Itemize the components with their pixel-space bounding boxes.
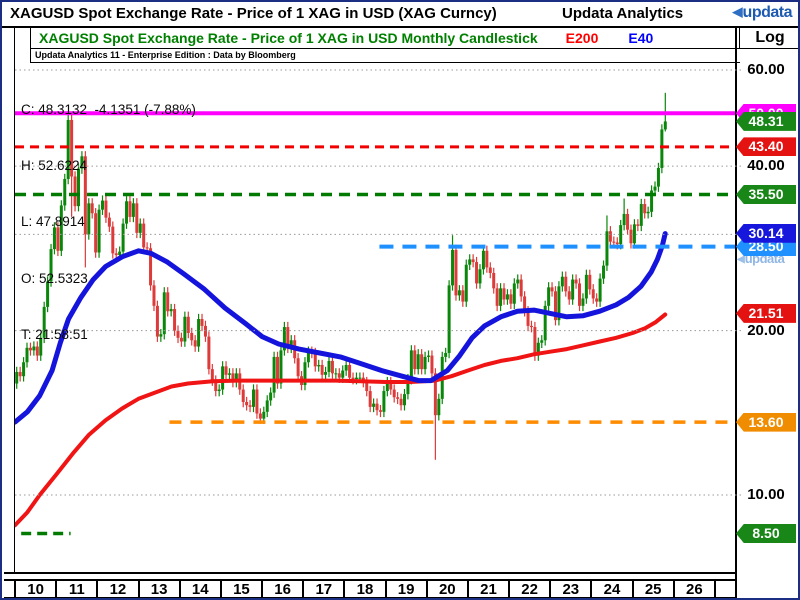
price-axis-tick: 40.00 <box>747 157 785 175</box>
price-axis-tick: 20.00 <box>747 321 785 339</box>
price-badge: 43.40 <box>736 137 796 157</box>
price-column-separator <box>735 28 737 598</box>
x-axis-year-cell: 10 <box>16 581 58 598</box>
window-title-bar: XAGUSD Spot Exchange Rate - Price of 1 X… <box>2 2 798 28</box>
price-badge: 13.60 <box>736 412 796 432</box>
x-axis-year-cell: 19 <box>387 581 428 598</box>
x-axis-year-cell: 25 <box>634 581 675 598</box>
quote-close-line: C: 48.3132 -4.1351 (-7.88%) <box>21 101 196 117</box>
provider-subtitle: Updata Analytics 11 - Enterprise Edition… <box>30 49 740 63</box>
x-axis-year-cell: 16 <box>263 581 305 598</box>
log-scale-button[interactable]: Log <box>739 28 798 49</box>
quote-high-line: H: 52.6224 <box>21 157 88 173</box>
price-badge: 48.31 <box>736 111 796 131</box>
x-axis-year-cell: 13 <box>140 581 181 598</box>
x-axis-year-cell: 21 <box>469 581 511 598</box>
quote-time-line: T: 21:58:51 <box>21 327 88 343</box>
x-axis-year-cell: 17 <box>304 581 346 598</box>
quote-low-line: L: 47.8914 <box>21 214 85 230</box>
x-axis-year-cell: 11 <box>57 581 99 598</box>
price-badge: 30.14 <box>736 223 796 243</box>
x-axis-year-cell: 24 <box>592 581 634 598</box>
x-axis-year-cell: 22 <box>510 581 552 598</box>
x-axis-year-cell: 18 <box>345 581 387 598</box>
price-axis-tick: 60.00 <box>747 61 785 78</box>
price-badge: 35.50 <box>736 184 796 204</box>
updata-watermark-arrow-icon: ◀ <box>737 254 745 265</box>
price-badge: 21.51 <box>736 303 796 323</box>
x-axis-stub <box>4 581 16 597</box>
e200-indicator-label[interactable]: E200 <box>565 30 599 46</box>
x-axis-year-cell: 26 <box>675 581 716 598</box>
x-axis-year-cell: 20 <box>428 581 469 598</box>
chart-title: XAGUSD Spot Exchange Rate - Price of 1 X… <box>39 30 538 46</box>
price-axis-tick: 10.00 <box>747 486 785 503</box>
window-title: XAGUSD Spot Exchange Rate - Price of 1 X… <box>10 5 497 22</box>
plot-bottom-border <box>4 572 736 574</box>
x-axis-years: 10 11 12 13 14 15 16 17 18 19 20 21 22 23 24 25 26 <box>4 579 735 598</box>
price-badge: 8.50 <box>736 524 796 544</box>
chart-header: XAGUSD Spot Exchange Rate - Price of 1 X… <box>30 28 740 49</box>
app-name-label: Updata Analytics <box>562 5 684 22</box>
updata-logo-arrow-icon: ◀ <box>732 4 743 19</box>
quote-open-line: O: 52.5323 <box>21 270 88 286</box>
plot-left-border <box>14 28 15 573</box>
x-axis-year-cell: 23 <box>551 581 593 598</box>
updata-logo: ◀updata <box>732 4 793 21</box>
e40-indicator-label[interactable]: E40 <box>628 30 654 46</box>
quote-info-box: C: 48.3132 -4.1351 (-7.88%) H: 52.6224 L… <box>21 63 196 383</box>
x-axis-year-cell: 12 <box>98 581 140 598</box>
x-axis-year-cell: 15 <box>222 581 264 598</box>
x-axis-stub <box>716 581 735 597</box>
x-axis-year-cell: 14 <box>181 581 222 598</box>
